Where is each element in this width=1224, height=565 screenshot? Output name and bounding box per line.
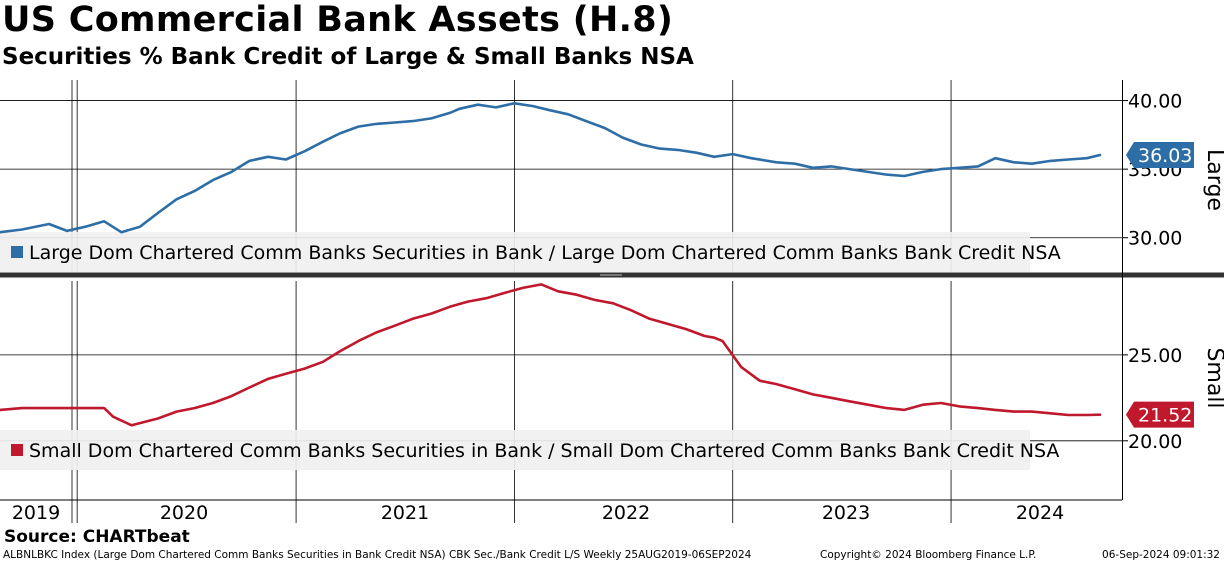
- footer-timestamp: 06-Sep-2024 09:01:32: [1102, 549, 1220, 561]
- chart-title: US Commercial Bank Assets (H.8): [2, 0, 674, 40]
- legend-label: Small Dom Chartered Comm Banks Securitie…: [29, 440, 1059, 462]
- footer-copyright: Copyright© 2024 Bloomberg Finance L.P.: [820, 549, 1037, 561]
- x-tick-label: 2024: [1016, 502, 1064, 524]
- last-value-label: 21.52: [1138, 405, 1192, 427]
- y-tick-label: 40.00: [1128, 91, 1182, 113]
- source-note: Source: CHARTbeat: [4, 527, 190, 547]
- x-tick-label: 2019: [12, 502, 60, 524]
- y-tick-label: 20.00: [1128, 431, 1182, 453]
- x-tick-label: 2021: [381, 502, 429, 524]
- y-tick-label: 30.00: [1128, 228, 1182, 250]
- small-banks-series-line: [0, 283, 1102, 427]
- x-tick-label: 2020: [160, 502, 208, 524]
- x-tick-label: 2022: [602, 502, 650, 524]
- small-axis-label: Small: [1202, 347, 1224, 408]
- last-value-badge: [1126, 401, 1194, 428]
- x-axis: 2019 2020 2021 2022 2023 2024: [0, 470, 1122, 524]
- footer-index-description: ALBNLBKC Index (Large Dom Chartered Comm…: [3, 549, 752, 561]
- series-lines: [0, 102, 1102, 427]
- y-tick-label: 25.00: [1128, 345, 1182, 367]
- panel-dividers: [0, 80, 1224, 500]
- legend-label: Large Dom Chartered Comm Banks Securitie…: [29, 242, 1061, 264]
- last-value-label: 36.03: [1138, 145, 1192, 167]
- large-banks-series-line: [0, 102, 1102, 234]
- x-tick-label: 2023: [822, 502, 870, 524]
- chart-subtitle: Securities % Bank Credit of Large & Smal…: [2, 44, 694, 70]
- legend-swatch: [11, 246, 23, 258]
- legend-box: [0, 430, 1030, 470]
- large-axis-label: Large: [1202, 149, 1224, 211]
- legend-box: [0, 232, 1030, 272]
- legend-swatch: [11, 444, 23, 456]
- last-value-badge: [1126, 142, 1194, 169]
- legends: Large Dom Chartered Comm Banks Securitie…: [0, 232, 1061, 470]
